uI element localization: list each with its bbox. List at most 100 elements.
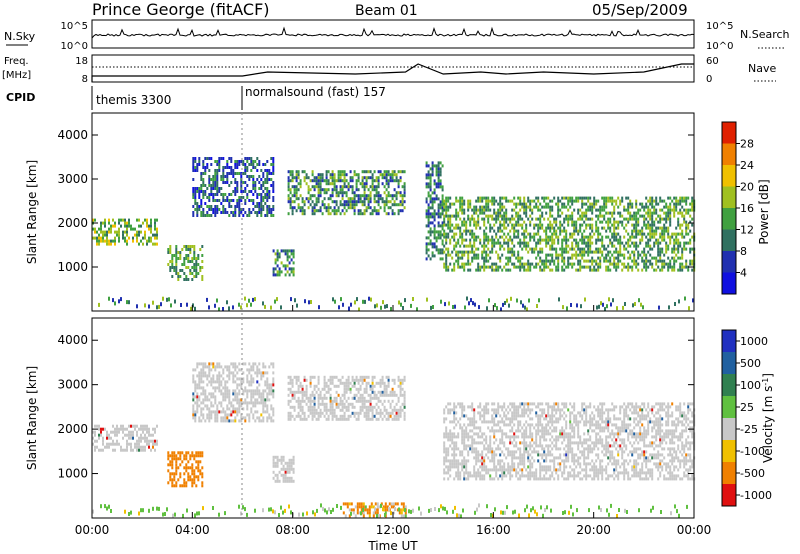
data-cell: [194, 413, 197, 417]
data-cell: [367, 405, 370, 409]
data-cell: [427, 248, 430, 252]
data-cell: [429, 242, 432, 246]
data-cell: [601, 253, 604, 257]
ground-scatter-cell: [364, 299, 366, 304]
ground-scatter-cell: [496, 306, 498, 311]
data-cell: [368, 511, 371, 515]
data-cell: [148, 430, 150, 434]
data-cell: [307, 414, 310, 418]
data-cell: [643, 262, 646, 266]
data-cell: [120, 218, 122, 222]
data-cell: [559, 223, 562, 227]
data-cell: [226, 181, 229, 184]
data-cell: [286, 464, 289, 468]
data-cell: [220, 380, 223, 384]
data-cell: [463, 253, 466, 257]
data-cell: [175, 472, 178, 476]
data-cell: [641, 259, 644, 263]
y-tick-label: 3000: [57, 172, 88, 186]
data-cell: [471, 217, 474, 221]
data-cell: [575, 226, 578, 230]
data-cell: [208, 407, 211, 411]
ground-scatter-cell: [112, 298, 114, 303]
data-cell: [218, 386, 221, 390]
data-cell: [262, 410, 265, 414]
data-cell: [609, 250, 612, 254]
data-cell: [363, 405, 366, 409]
ground-scatter-cell: [334, 299, 336, 304]
data-cell: [665, 205, 668, 209]
data-cell: [144, 218, 146, 222]
data-cell: [106, 445, 108, 449]
data-cell: [611, 241, 614, 245]
data-cell: [293, 405, 296, 409]
data-cell: [325, 417, 328, 421]
data-cell: [401, 203, 404, 207]
data-cell: [321, 173, 324, 177]
data-cell: [214, 175, 217, 178]
ground-scatter-cell: [290, 297, 292, 302]
data-cell: [389, 390, 392, 394]
data-cell: [197, 478, 200, 482]
data-cell: [605, 199, 608, 203]
data-cell: [647, 250, 650, 254]
data-cell: [379, 173, 382, 177]
data-cell: [258, 205, 261, 208]
data-cell: [232, 365, 235, 369]
data-cell: [305, 417, 308, 421]
data-cell: [689, 214, 692, 218]
data-cell: [214, 211, 217, 214]
data-cell: [503, 232, 506, 236]
data-cell: [299, 405, 302, 409]
data-cell: [224, 416, 227, 420]
data-cell: [248, 383, 251, 387]
data-cell: [260, 199, 263, 202]
data-cell: [148, 227, 150, 231]
data-cell: [311, 393, 314, 397]
data-cell: [429, 215, 432, 219]
data-cell: [535, 202, 538, 206]
data-cell: [519, 199, 522, 203]
data-cell: [192, 196, 195, 199]
data-cell: [473, 408, 476, 412]
data-cell: [631, 241, 634, 245]
data-cell: [220, 187, 223, 190]
data-cell: [311, 206, 314, 210]
data-cell: [354, 514, 357, 518]
data-cell: [645, 196, 648, 200]
data-cell: [477, 426, 480, 430]
data-cell: [519, 208, 522, 212]
data-cell: [507, 247, 510, 251]
data-cell: [387, 206, 390, 210]
data-cell: [689, 247, 692, 251]
data-cell: [447, 411, 450, 415]
data-cell: [647, 211, 650, 215]
data-cell: [179, 484, 182, 488]
data-cell: [202, 160, 205, 163]
data-cell: [110, 239, 112, 243]
data-cell: [359, 399, 362, 403]
data-cell: [387, 200, 390, 204]
data-cell: [597, 262, 600, 266]
data-cell: [441, 242, 444, 246]
data-cell: [451, 459, 454, 463]
data-cell: [301, 393, 304, 397]
ground-scatter-cell: [604, 307, 606, 312]
data-cell: [501, 268, 504, 272]
data-cell: [477, 256, 480, 260]
data-cell: [551, 268, 554, 272]
data-cell: [404, 514, 407, 518]
data-cell: [150, 236, 152, 240]
data-cell: [195, 454, 198, 458]
data-cell: [240, 404, 243, 408]
data-cell: [224, 410, 227, 414]
ground-scatter-cell: [558, 297, 560, 302]
data-cell: [461, 405, 464, 409]
data-cell: [535, 244, 538, 248]
data-cell: [210, 392, 213, 396]
data-cell: [228, 392, 231, 396]
data-cell: [477, 405, 480, 409]
data-cell: [539, 238, 542, 242]
data-cell: [389, 414, 392, 418]
data-cell: [292, 479, 295, 483]
